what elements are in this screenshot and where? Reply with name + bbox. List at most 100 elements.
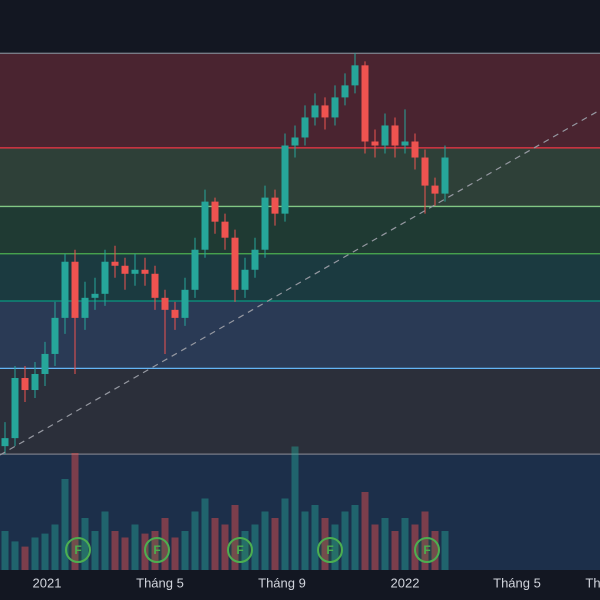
event-marker: F <box>227 537 253 563</box>
candle-body <box>311 105 319 118</box>
fib-band <box>0 301 600 369</box>
event-label: F <box>74 543 81 557</box>
candle-body <box>151 273 159 298</box>
candle-body <box>51 317 59 354</box>
volume-bar <box>71 453 79 570</box>
volume-bar <box>161 518 169 570</box>
volume-bar <box>351 505 359 570</box>
volume-bar <box>181 531 189 570</box>
candle-body <box>271 197 279 214</box>
candle-body <box>211 201 219 222</box>
event-label: F <box>153 543 160 557</box>
candle-body <box>221 221 229 238</box>
volume-bar <box>201 498 209 570</box>
volume-bar <box>51 524 59 570</box>
volume-bar <box>261 511 269 570</box>
event-marker: F <box>65 537 91 563</box>
fib-band <box>0 253 600 302</box>
volume-bar <box>371 524 379 570</box>
volume-bar <box>171 537 179 570</box>
x-tick-label: Th <box>585 575 600 590</box>
candle-body <box>71 261 79 318</box>
volume-bar <box>321 518 329 570</box>
fib-band <box>0 454 600 570</box>
candle-body <box>41 353 49 374</box>
volume-bar <box>1 531 9 570</box>
candle-body <box>111 261 119 266</box>
volume-bar <box>271 518 279 570</box>
event-circle <box>317 537 343 563</box>
event-marker: F <box>144 537 170 563</box>
candle-body <box>191 249 199 290</box>
volume-bar <box>151 531 159 570</box>
volume-bar <box>221 524 229 570</box>
candle-body <box>401 141 409 146</box>
candle-body <box>21 377 29 391</box>
top-strip <box>0 0 600 54</box>
event-circle <box>227 537 253 563</box>
candle-body <box>181 289 189 318</box>
candle-body <box>331 97 339 118</box>
volume-bar <box>41 533 49 570</box>
volume-bar <box>241 531 249 570</box>
candle-body <box>1 438 9 447</box>
fib-band <box>0 368 600 455</box>
volume-bar <box>431 531 439 570</box>
event-label: F <box>326 543 333 557</box>
volume-bar <box>381 518 389 570</box>
candle-body <box>301 117 309 138</box>
candle-body <box>201 201 209 250</box>
candle-body <box>261 197 269 250</box>
x-tick-label: 2022 <box>391 575 420 590</box>
volume-bar <box>211 518 219 570</box>
candle-body <box>431 185 439 194</box>
volume-bar <box>11 541 19 570</box>
volume-bar <box>131 524 139 570</box>
candle-body <box>11 377 19 439</box>
volume-bar <box>21 546 29 570</box>
volume-bar <box>91 531 99 570</box>
candle-body <box>131 269 139 274</box>
volume-bar <box>251 524 259 570</box>
volume-bar <box>311 505 319 570</box>
volume-bar <box>191 511 199 570</box>
x-tick-label: Tháng 9 <box>258 575 306 590</box>
candle-body <box>421 157 429 186</box>
volume-bar <box>121 537 129 570</box>
candle-body <box>241 269 249 290</box>
candle-body <box>281 145 289 214</box>
volume-bar <box>61 479 69 570</box>
volume-bar <box>441 531 449 570</box>
x-axis <box>0 570 600 600</box>
candle-body <box>351 65 359 86</box>
candle-body <box>31 373 39 391</box>
fib-band <box>0 206 600 254</box>
event-circle <box>65 537 91 563</box>
event-circle <box>414 537 440 563</box>
fib-bands <box>0 0 600 570</box>
trend-line <box>0 109 600 456</box>
event-circle <box>144 537 170 563</box>
event-label: F <box>423 543 430 557</box>
fib-band <box>0 147 600 207</box>
event-label: F <box>236 543 243 557</box>
volume-bar <box>401 518 409 570</box>
candle-body <box>121 265 129 274</box>
x-tick-label: Tháng 5 <box>493 575 541 590</box>
event-marker: F <box>317 537 343 563</box>
candle-body <box>371 141 379 146</box>
candle-body <box>91 293 99 298</box>
volume-bar <box>291 446 299 570</box>
volume-bar <box>31 537 39 570</box>
volume-bar <box>341 511 349 570</box>
candle-body <box>341 85 349 98</box>
candle-body <box>381 125 389 146</box>
candle-body <box>171 309 179 318</box>
volume-bar <box>361 492 369 570</box>
candle-body <box>251 249 259 270</box>
volume-bar <box>111 531 119 570</box>
volume-bar <box>421 511 429 570</box>
candle-body <box>101 261 109 294</box>
